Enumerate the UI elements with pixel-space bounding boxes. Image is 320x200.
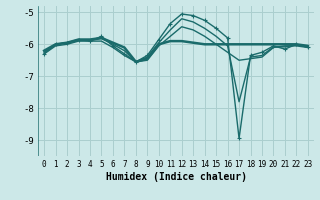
X-axis label: Humidex (Indice chaleur): Humidex (Indice chaleur) <box>106 172 246 182</box>
